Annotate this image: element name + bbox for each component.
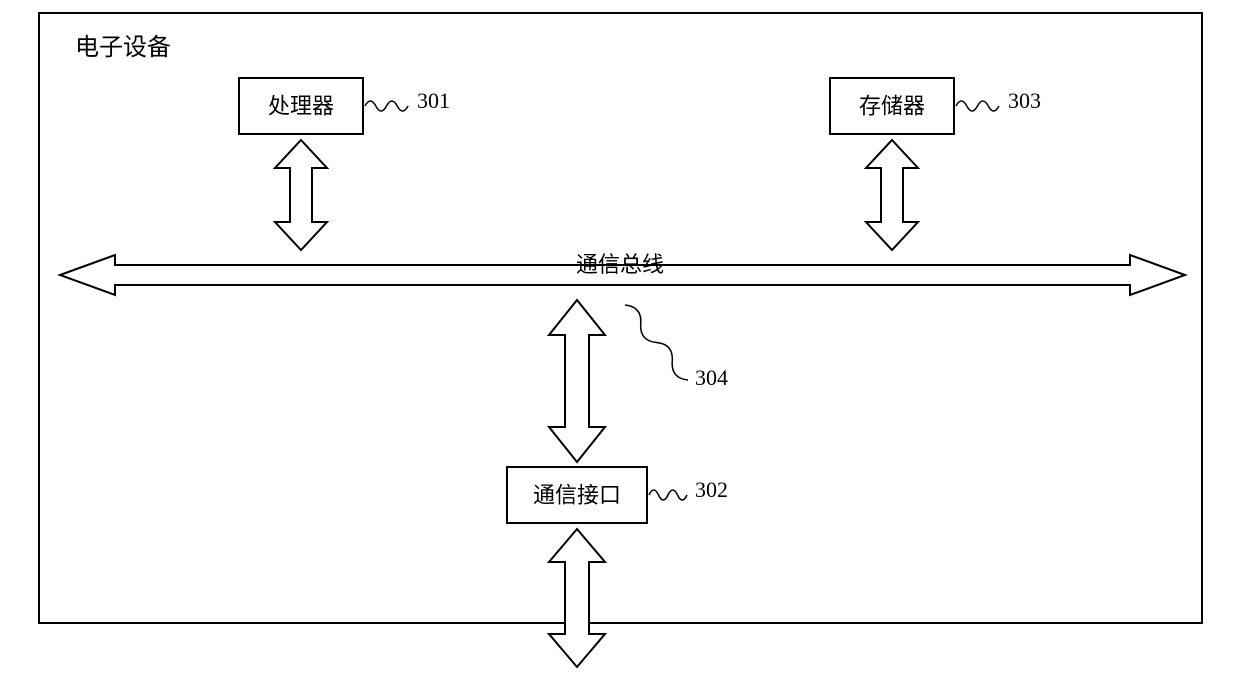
memory-leader-line [956, 101, 999, 111]
interface-ref: 302 [695, 477, 728, 502]
bus-ref: 304 [695, 365, 728, 390]
processor-leader-line [365, 101, 408, 111]
diagram-title: 电子设备 [75, 34, 171, 61]
diagram-canvas: 电子设备 通信总线 处理器 301 存储器 303 通信接口 302 304 [0, 0, 1240, 679]
diagram-svg: 电子设备 通信总线 处理器 301 存储器 303 通信接口 302 304 [0, 0, 1240, 679]
interface-leader-line [649, 490, 687, 500]
memory-bus-arrow [866, 140, 918, 250]
memory-label: 存储器 [859, 94, 925, 119]
processor-label: 处理器 [268, 94, 334, 119]
bus-leader-line [625, 305, 688, 380]
interface-label: 通信接口 [533, 483, 621, 508]
processor-ref: 301 [417, 88, 450, 113]
communication-bus-label: 通信总线 [576, 252, 664, 277]
processor-bus-arrow [275, 140, 327, 250]
bus-interface-arrow [549, 300, 605, 462]
memory-ref: 303 [1008, 88, 1041, 113]
interface-external-arrow [549, 529, 605, 667]
